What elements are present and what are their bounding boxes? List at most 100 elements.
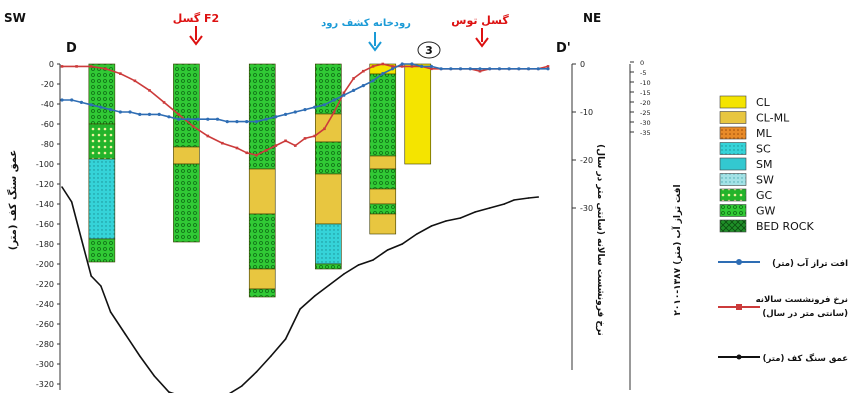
subsidence-axis-title: نرخ فرونشست سالانه (سانتی متر در سال) — [595, 144, 605, 336]
borehole-layer-cl-ml — [369, 155, 397, 170]
legend-line-label: عمق سنگ کف (متر) — [763, 353, 848, 364]
borehole-layer-cl-ml — [173, 146, 200, 165]
water-level-drop-line-point — [536, 67, 540, 71]
legend-swatch — [719, 157, 747, 171]
water-level-drop-line-point — [177, 117, 181, 121]
legend-label: SW — [756, 174, 774, 187]
direction-sw: SW — [4, 11, 26, 25]
borehole-column — [173, 63, 200, 243]
subsidence-rate-line-point — [119, 72, 122, 75]
subsidence-rate-line-point — [133, 79, 137, 83]
water-level-drop-line-point — [546, 67, 550, 71]
river-label: رودخانه کشف رود — [321, 18, 411, 29]
water-level-drop-line-point — [342, 93, 346, 97]
water-level-drop-line-point — [99, 105, 103, 109]
legend-item-sw: SW — [719, 173, 774, 187]
water-level-drop-line-point — [60, 98, 64, 102]
water-level-drop-line-point — [235, 120, 239, 124]
depth-tick-label: -200 — [36, 260, 54, 269]
water-level-drop-line-point — [381, 72, 385, 76]
subsidence-rate-line-point — [371, 65, 375, 68]
borehole-layer-cl — [404, 63, 432, 165]
water-drop-tick-label: -25 — [640, 109, 651, 117]
bedrock-depth-line-point — [372, 259, 374, 261]
borehole-layer-gw — [315, 141, 342, 175]
bedrock-depth-line-point — [537, 196, 540, 198]
water-drop-tick-label: -20 — [640, 99, 651, 107]
borehole-layer-cl-ml — [248, 168, 276, 215]
legend-swatch — [719, 95, 747, 109]
subsidence-rate-line-point — [255, 153, 258, 157]
subsidence-rate-line-point — [264, 149, 268, 152]
direction-ne: NE — [583, 11, 601, 25]
depth-tick-label: -140 — [36, 200, 54, 209]
water-level-drop-line-point — [186, 117, 190, 121]
water-level-drop-line-point — [439, 67, 443, 71]
water-level-drop-line-point — [147, 112, 152, 116]
water-level-drop-line-point — [458, 67, 463, 71]
bedrock-depth-line-point — [401, 243, 404, 245]
water-level-drop-line-point — [79, 100, 84, 104]
subsidence-rate-line-point — [104, 67, 108, 71]
water-level-drop-line-point — [70, 98, 74, 102]
water-level-drop-line-point — [468, 67, 472, 71]
water-drop-axis-title: افت تراز آب (متر) ۱۳۸۷-۲۰۱۰ — [671, 184, 683, 315]
water-level-drop-line-point — [449, 67, 453, 71]
borehole-layer-sc — [88, 158, 116, 240]
borehole-layer-gw — [173, 163, 200, 243]
bedrock-depth-line-point — [90, 275, 92, 277]
water-drop-tick-label: -30 — [640, 119, 651, 127]
subsidence-tick-label: -20 — [580, 156, 593, 165]
fault-toos-label: گسل توس — [451, 14, 509, 27]
subsidence-rate-line-point — [410, 65, 414, 68]
legend-item-cl: CL — [719, 95, 771, 109]
subsidence-rate-line-point — [430, 67, 433, 71]
legend-label: BED ROCK — [756, 220, 814, 233]
subsidence-rate-line-point — [352, 77, 355, 80]
legend-item-sc: SC — [719, 142, 771, 156]
bedrock-depth-line-point — [284, 338, 287, 340]
borehole-layer-gw — [248, 63, 276, 170]
bedrock-depth-line-point — [255, 371, 258, 373]
water-drop-tick-label: -10 — [640, 79, 651, 87]
bedrock-depth-line-point — [328, 284, 331, 286]
borehole-layer-gw — [173, 63, 200, 148]
water-drop-tick-label: -15 — [640, 89, 651, 97]
subsidence-rate-line-point — [75, 65, 78, 68]
water-level-drop-line-point — [410, 62, 414, 66]
subsidence-rate-line-point — [162, 101, 166, 104]
water-level-drop-line-point — [507, 67, 511, 71]
depth-tick-label: -220 — [36, 280, 54, 289]
borehole-layer-sc — [315, 223, 342, 265]
borehole-layer-gw — [369, 203, 397, 215]
bedrock-depth-line-point — [61, 186, 63, 188]
water-level-drop-line-point — [118, 110, 122, 114]
depth-axis: 0 -20 -40 -60 -80 -100 -120 -140 -160 -180 -200 -22… — [36, 60, 61, 390]
bedrock-depth-line-point — [527, 197, 530, 199]
water-level-drop-line-point — [293, 110, 297, 114]
legend-swatch — [719, 173, 747, 186]
legend-swatch — [719, 142, 747, 155]
depth-tick-label: -80 — [41, 140, 54, 149]
bedrock-depth-line-point — [357, 264, 360, 266]
boreholes — [88, 63, 432, 298]
bedrock-depth-line — [61, 186, 539, 397]
subsidence-rate-line-point — [89, 65, 93, 68]
subsidence-rate-line-point — [332, 110, 336, 114]
subsidence-rate-line-point — [478, 69, 482, 73]
bedrock-depth-line-point — [124, 333, 126, 335]
subsidence-tick-label: -30 — [580, 204, 593, 213]
depth-tick-label: 0 — [49, 60, 54, 69]
borehole-layer-cl-ml — [315, 173, 342, 225]
subsidence-rate-line-point — [284, 139, 287, 143]
bedrock-depth-line-point — [153, 375, 156, 377]
legend-swatch — [719, 111, 747, 124]
legend-marker — [736, 259, 742, 265]
water-level-drop-line-point — [196, 117, 200, 121]
legend-label: GW — [756, 205, 776, 218]
legend-line-label: افت تراز آب (متر) — [772, 257, 848, 269]
legend-item-gc: GC — [719, 188, 773, 202]
fault-f2-label: گسل F2 — [173, 12, 219, 25]
water-drop-tick-label: -35 — [640, 129, 651, 137]
